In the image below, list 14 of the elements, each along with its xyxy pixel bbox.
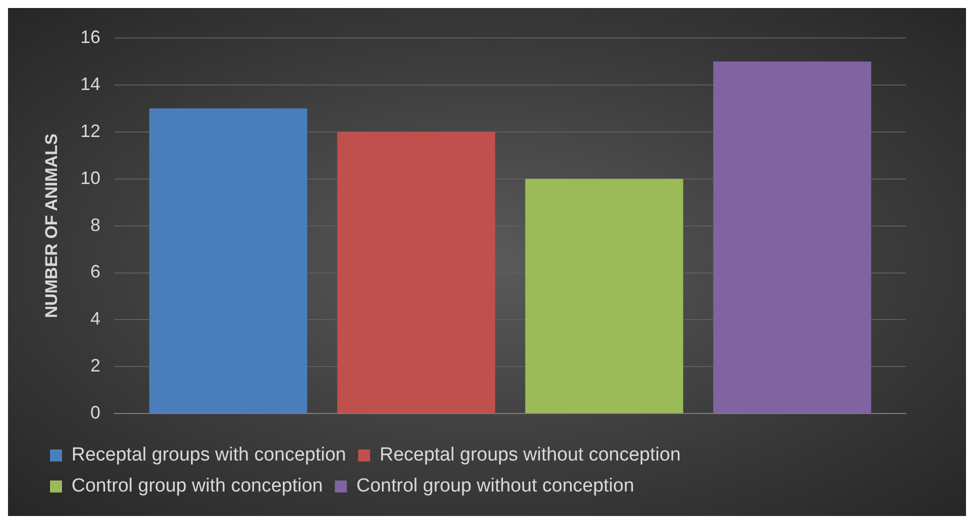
y-axis-title: NUMBER OF ANIMALS [42,134,61,318]
y-tick-label: 14 [80,74,100,94]
y-tick-label: 16 [80,26,100,47]
y-tick-label: 4 [90,308,100,329]
legend-label: Control group without conception [356,476,634,497]
y-tick-label: 0 [90,402,100,423]
legend-label: Receptal groups without conception [380,444,681,466]
y-tick-label: 6 [90,262,100,282]
y-tick-label: 10 [80,168,100,188]
y-tick-label: 8 [90,214,100,235]
legend-label: Receptal groups with conception [72,444,346,466]
y-tick-label: 12 [80,120,100,141]
y-tick-label: 2 [90,356,100,376]
legend-label: Control group with conception [72,476,323,497]
